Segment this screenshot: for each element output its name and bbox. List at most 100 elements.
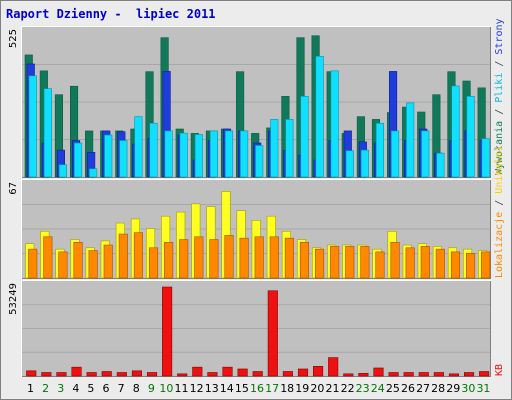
bar-kb [448,373,460,377]
bar-pliki [270,119,279,178]
bar-kb [479,371,490,377]
bar-kb [237,368,248,377]
legend-entry: / [494,194,505,212]
bar-lokalizacje [345,246,355,279]
legend-entry: Pliki [494,73,505,103]
bar-kb [358,373,369,377]
bar-kb [116,372,127,377]
bar-pliki [285,119,294,178]
bar-lokalizacje [330,246,340,279]
x-tick-label: 27 [416,382,430,395]
x-tick-label: 17 [265,382,279,395]
x-tick-label: 22 [341,382,355,395]
bar-lokalizacje [118,233,128,279]
x-tick-label: 24 [371,382,385,395]
x-tick-label: 25 [386,382,400,395]
x-tick-label: 15 [235,382,249,395]
bar-pliki [451,85,460,178]
bar-lokalizacje [58,251,68,279]
bar-kb [56,372,67,377]
y-max-label: 525 [8,29,19,48]
bar-kb [192,366,203,377]
x-tick-label: 23 [356,382,370,395]
bar-lokalizacje [88,250,98,279]
bar-lokalizacje [73,241,83,279]
bar-kb [418,372,429,377]
bar-pliki [406,102,415,178]
bar-pliki [58,164,67,178]
bar-pliki [360,149,369,178]
x-tick-label: 18 [280,382,294,395]
bar-pliki [119,140,128,178]
x-tick-label: 8 [133,382,140,395]
bar-pliki [209,130,218,178]
bar-pliki [149,122,158,178]
bar-lokalizacje [28,248,38,279]
bar-pliki [375,122,385,178]
bar-pliki [481,138,490,178]
page-title: Raport Dzienny - lipiec 2011 [6,7,216,21]
x-tick-label: 12 [190,382,204,395]
bar-kb [222,366,233,377]
bar-lokalizacje [43,236,53,279]
bar-kb [328,357,339,377]
bar-lokalizacje [435,248,445,279]
x-tick-label: 16 [250,382,264,395]
legend-entry: / [494,103,505,121]
bar-kb [86,372,97,377]
x-tick-label: 6 [103,382,110,395]
legend-label: Lokalizacje / Unikalni [494,146,505,278]
bar-lokalizacje [254,236,264,279]
bar-lokalizacje [375,251,385,279]
bar-lokalizacje [390,241,400,279]
bar-lokalizacje [224,235,234,279]
x-tick-label: 30 [461,382,475,395]
x-tick-label: 28 [431,382,445,395]
bar-lokalizacje [179,239,189,279]
bar-lokalizacje [148,247,159,279]
x-tick-label: 31 [476,382,490,395]
bar-kb [252,371,263,377]
bar-kb [207,372,218,377]
x-tick-label: 19 [295,382,309,395]
y-max-label: 67 [8,182,19,195]
bar-kb [177,373,188,377]
bar-lokalizacje [360,246,370,279]
bar-kb [343,373,354,377]
bar-pliki [315,56,324,178]
bar-lokalizacje [164,241,174,279]
bar-pliki [73,142,83,178]
bar-lokalizacje [466,252,476,279]
bar-lokalizacje [269,236,279,279]
bar-kb [41,372,52,377]
bar-pliki [224,130,234,178]
bar-kb [26,370,37,377]
bar-pliki [164,130,173,178]
legend-entry: KB [494,364,505,376]
bar-kb [162,286,173,377]
bar-pliki [89,168,98,178]
bar-pliki [436,152,445,178]
x-tick-label: 26 [401,382,415,395]
bar-lokalizacje [194,236,204,279]
x-tick-label: 14 [220,382,234,395]
bar-kb [313,366,324,377]
bar-lokalizacje [481,251,491,279]
x-tick-label: 10 [159,382,173,395]
x-tick-label: 20 [310,382,324,395]
x-tick-label: 1 [27,382,34,395]
bar-kb [464,372,475,377]
bar-pliki [391,130,400,178]
bar-lokalizacje [450,251,461,279]
bar-kb [433,372,444,377]
x-tick-label: 21 [325,382,339,395]
x-tick-label: 3 [57,382,64,395]
x-tick-label: 11 [175,382,189,395]
legend-entry: / [494,55,505,73]
legend-entry: Unikalni [494,146,505,194]
legend-entry: Lokalizacje [494,212,505,278]
bar-pliki [43,88,52,178]
bar-lokalizacje [133,232,143,279]
bar-pliki [104,134,113,178]
